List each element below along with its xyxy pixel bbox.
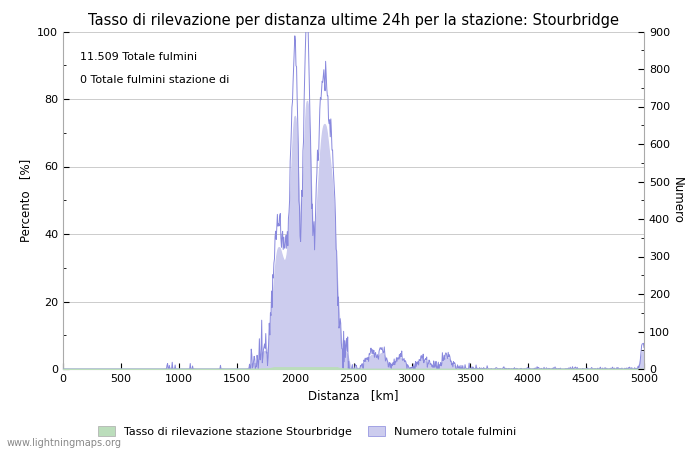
Title: Tasso di rilevazione per distanza ultime 24h per la stazione: Stourbridge: Tasso di rilevazione per distanza ultime…	[88, 13, 619, 27]
Text: www.lightningmaps.org: www.lightningmaps.org	[7, 438, 122, 448]
Text: 0 Totale fulmini stazione di: 0 Totale fulmini stazione di	[80, 75, 230, 86]
Legend: Tasso di rilevazione stazione Stourbridge, Numero totale fulmini: Tasso di rilevazione stazione Stourbridg…	[94, 422, 520, 441]
X-axis label: Distanza   [km]: Distanza [km]	[308, 389, 399, 402]
Y-axis label: Numero: Numero	[671, 177, 684, 224]
Y-axis label: Percento   [%]: Percento [%]	[19, 159, 32, 242]
Text: 11.509 Totale fulmini: 11.509 Totale fulmini	[80, 52, 197, 62]
